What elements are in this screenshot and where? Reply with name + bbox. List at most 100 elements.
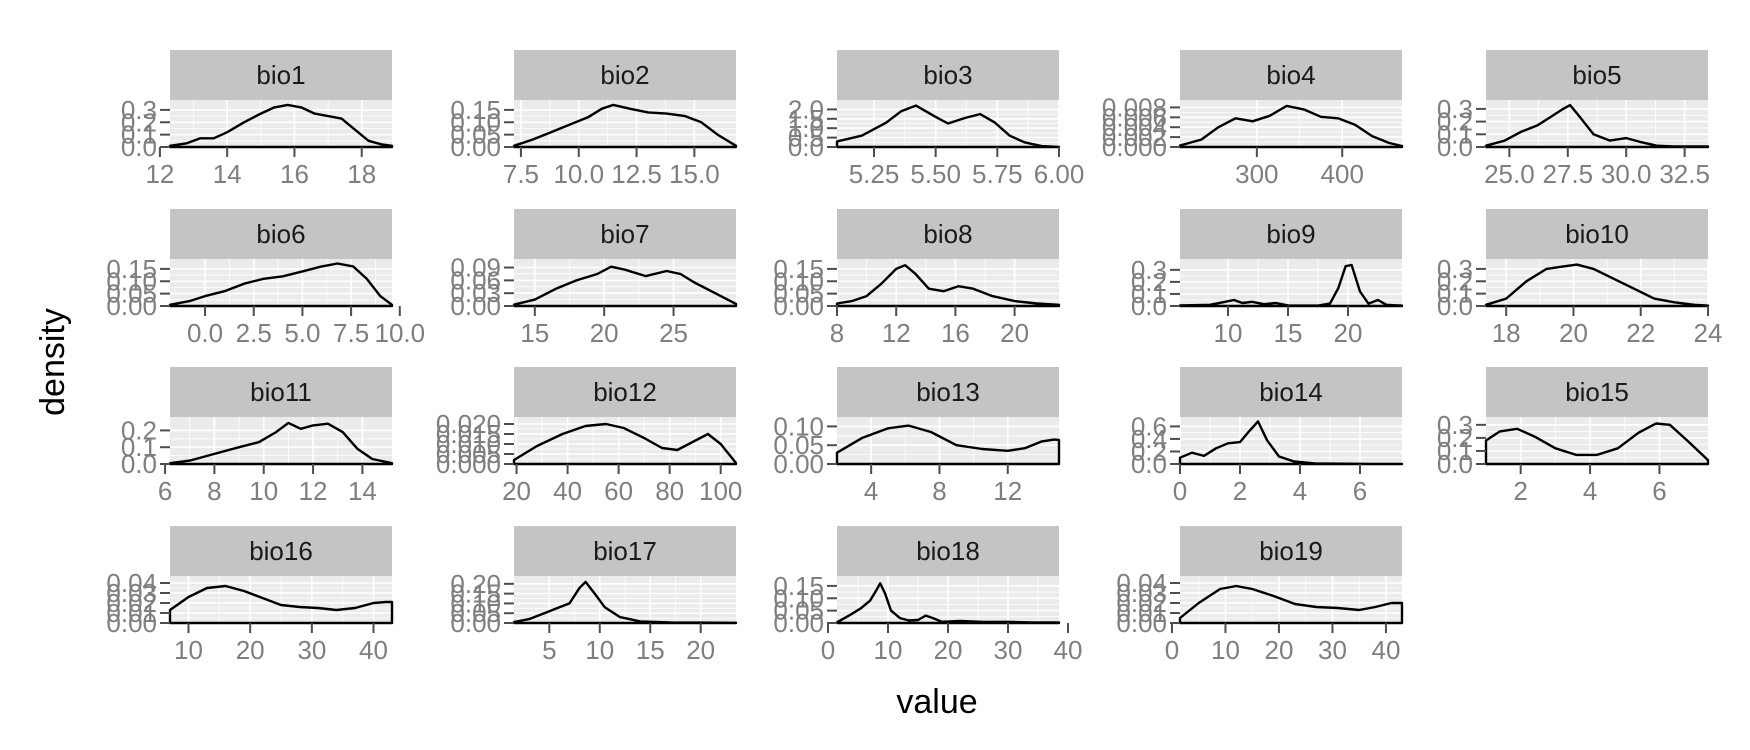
strip-bio4: [1180, 50, 1402, 100]
x-tick-label-bio12: 60: [604, 476, 633, 506]
facet-panel-bio19: bio19 0.000.010.020.030.04 0 10 20 30 40: [1116, 526, 1404, 665]
x-tick-label-bio19: 0: [1165, 635, 1179, 665]
y-tick-label-bio8: 0.05: [773, 279, 824, 309]
y-tick-label-bio4: 0.006: [1102, 102, 1167, 132]
x-tick-label-bio11: 10: [249, 476, 278, 506]
y-tick-label-bio1: 0.0: [121, 132, 157, 162]
y-tick-label-bio7: 0.00: [450, 291, 501, 321]
y-tick-label-bio12: 0.020: [436, 409, 501, 439]
y-tick-label-bio18: 0.10: [773, 583, 824, 613]
y-tick-label-bio2: 0.15: [450, 95, 501, 125]
strip-bio19: [1180, 526, 1402, 576]
x-tick-label-bio19: 40: [1371, 635, 1400, 665]
x-tick-label-bio3: 5.25: [849, 159, 900, 189]
y-tick-label-bio5: 0.2: [1437, 107, 1473, 137]
strip-bio18: [837, 526, 1059, 576]
density-curve-bio8: [835, 264, 1061, 308]
x-tick-label-bio4: 300: [1235, 159, 1278, 189]
strip-bio13: [837, 367, 1059, 417]
x-tick-label-bio15: 6: [1652, 476, 1666, 506]
x-tick-label-bio14: 4: [1293, 476, 1307, 506]
facet-panel-bio9: bio9 0.00.10.20.3 10 15 20: [1131, 209, 1404, 348]
y-tick-label-bio4: 0.000: [1102, 132, 1167, 162]
x-tick-label-bio13: 4: [864, 476, 878, 506]
x-tick-label-bio19: 10: [1211, 635, 1240, 665]
x-axis-title: value: [896, 683, 977, 721]
strip-bio6: [170, 209, 392, 259]
y-tick-label-bio8: 0.10: [773, 266, 824, 296]
x-tick-label-bio4: 400: [1321, 159, 1364, 189]
y-tick-label-bio5: 0.3: [1437, 94, 1473, 124]
strip-bio11: [170, 367, 392, 417]
x-tick-label-bio8: 8: [830, 318, 844, 348]
facet-panel-bio18: bio18 0.000.050.100.15 0 10 20 30 40: [773, 526, 1082, 665]
y-tick-label-bio5: 0.1: [1437, 119, 1473, 149]
x-tick-label-bio14: 2: [1233, 476, 1247, 506]
x-tick-label-bio12: 100: [699, 476, 742, 506]
y-tick-label-bio18: 0.15: [773, 571, 824, 601]
x-tick-label-bio11: 6: [158, 476, 172, 506]
strip-label-bio2: bio2: [600, 60, 649, 90]
y-tick-label-bio14: 0.0: [1131, 449, 1167, 479]
strip-label-bio15: bio15: [1565, 377, 1629, 407]
density-curve-bio2: [512, 103, 738, 149]
strip-label-bio12: bio12: [593, 377, 657, 407]
y-tick-label-bio9: 0.1: [1131, 279, 1167, 309]
y-tick-label-bio1: 0.1: [121, 120, 157, 150]
y-tick-label-bio17: 0.05: [450, 598, 501, 628]
x-tick-label-bio9: 15: [1274, 318, 1303, 348]
density-curve-bio16: [168, 584, 394, 625]
y-tick-label-bio4: 0.008: [1102, 92, 1167, 122]
y-tick-label-bio17: 0.15: [450, 579, 501, 609]
strip-bio1: [170, 50, 392, 100]
y-tick-label-bio3: 0.0: [788, 132, 824, 162]
y-tick-label-bio2: 0.05: [450, 120, 501, 150]
x-tick-label-bio18: 30: [994, 635, 1023, 665]
y-tick-label-bio9: 0.2: [1131, 267, 1167, 297]
density-curve-bio12: [512, 422, 738, 466]
x-tick-label-bio2: 12.5: [611, 159, 662, 189]
y-tick-label-bio3: 1.5: [788, 104, 824, 134]
y-tick-label-bio6: 0.00: [106, 291, 157, 321]
y-tick-label-bio12: 0.005: [436, 439, 501, 469]
y-tick-label-bio13: 0.10: [773, 411, 824, 441]
density-curve-bio6: [168, 262, 394, 308]
density-curve-bio7: [512, 265, 738, 308]
y-tick-label-bio7: 0.03: [450, 278, 501, 308]
y-tick-label-bio19: 0.03: [1116, 578, 1167, 608]
x-tick-label-bio10: 24: [1694, 318, 1723, 348]
x-tick-label-bio10: 18: [1492, 318, 1521, 348]
x-tick-label-bio17: 10: [585, 635, 614, 665]
x-tick-label-bio15: 2: [1513, 476, 1527, 506]
x-tick-label-bio14: 0: [1173, 476, 1187, 506]
x-tick-label-bio8: 16: [941, 318, 970, 348]
facet-panel-bio11: bio11 0.00.10.2 6 8 10 12 14: [121, 367, 394, 506]
strip-bio2: [514, 50, 736, 100]
y-tick-label-bio19: 0.04: [1116, 568, 1167, 598]
y-tick-label-bio2: 0.10: [450, 107, 501, 137]
strip-label-bio10: bio10: [1565, 219, 1629, 249]
strip-bio12: [514, 367, 736, 417]
panel-bg-bio10: [1486, 259, 1708, 306]
y-tick-label-bio10: 0.2: [1437, 266, 1473, 296]
x-tick-label-bio18: 40: [1054, 635, 1083, 665]
density-curve-bio14: [1178, 420, 1404, 466]
x-tick-label-bio3: 6.00: [1034, 159, 1085, 189]
y-tick-label-bio16: 0.01: [106, 598, 157, 628]
y-tick-label-bio19: 0.00: [1116, 608, 1167, 638]
y-tick-label-bio9: 0.0: [1131, 291, 1167, 321]
x-tick-label-bio1: 16: [280, 159, 309, 189]
density-curve-bio13: [835, 424, 1061, 466]
strip-bio5: [1486, 50, 1708, 100]
facet-panel-bio2: bio2 0.000.050.100.15 7.5 10.0 12.5 15.0: [450, 50, 738, 189]
y-tick-label-bio14: 0.4: [1131, 424, 1167, 454]
facet-panel-bio3: bio3 0.00.51.01.52.0 5.25 5.50 5.75 6.00: [788, 50, 1084, 189]
strip-bio14: [1180, 367, 1402, 417]
density-curve-bio10: [1484, 263, 1710, 308]
y-tick-label-bio15: 0.2: [1437, 423, 1473, 453]
y-tick-label-bio3: 1.0: [788, 113, 824, 143]
x-tick-label-bio1: 14: [213, 159, 242, 189]
strip-label-bio19: bio19: [1259, 536, 1323, 566]
